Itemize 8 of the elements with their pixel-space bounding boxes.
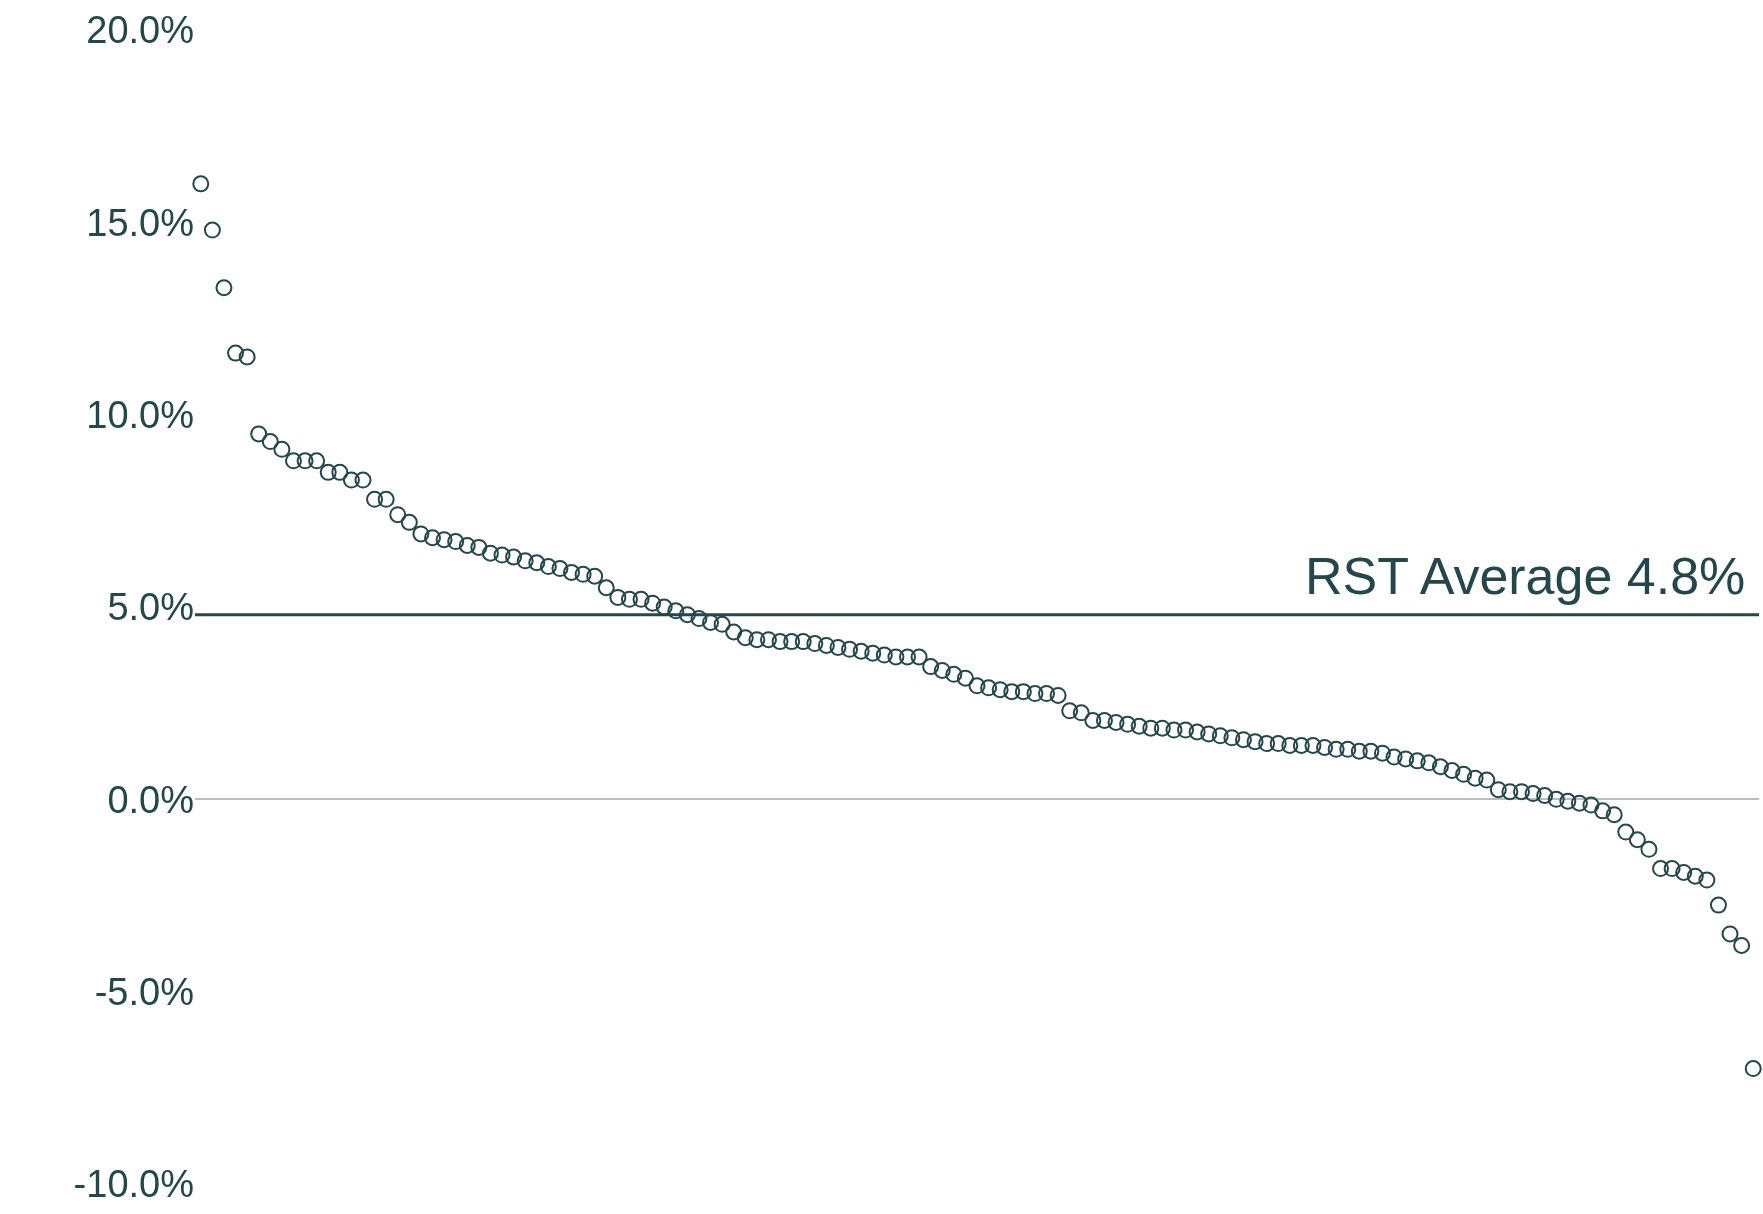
y-tick-label: 15.0% [86,201,194,244]
y-tick-label: -5.0% [94,970,194,1013]
y-tick-label: 10.0% [86,393,194,436]
y-tick-label: -10.0% [73,1163,194,1206]
y-tick-label: 20.0% [86,9,194,52]
ref-line-label: RST Average 4.8% [1305,547,1746,605]
y-tick-label: 0.0% [107,778,194,821]
y-tick-label: 5.0% [107,586,194,629]
